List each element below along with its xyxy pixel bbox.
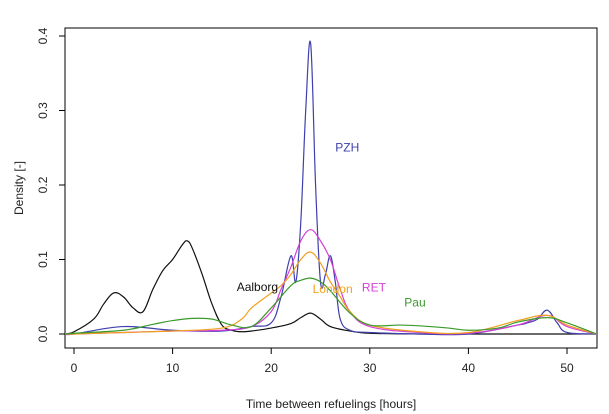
plot-frame bbox=[64, 27, 598, 349]
x-axis: 0 10 20 30 40 50 bbox=[71, 347, 574, 375]
x-tick-label: 0 bbox=[71, 361, 78, 375]
x-axis-title: Time between refuelings [hours] bbox=[246, 397, 416, 411]
y-tick-label: 0.3 bbox=[36, 102, 50, 119]
y-tick-label: 0.4 bbox=[36, 27, 50, 44]
series-label-london: London bbox=[313, 282, 353, 296]
y-tick-label: 0.1 bbox=[36, 251, 50, 268]
series-layer bbox=[66, 40, 596, 336]
x-tick-label: 40 bbox=[462, 361, 476, 375]
x-tick-label: 20 bbox=[265, 361, 279, 375]
x-tick-label: 30 bbox=[363, 361, 377, 375]
y-axis: 0.0 0.1 0.2 0.3 0.4 bbox=[36, 27, 66, 342]
annotation-layer: PZH Aalborg London RET Pau bbox=[237, 140, 426, 309]
x-tick-label: 10 bbox=[166, 361, 180, 375]
series-label-pau: Pau bbox=[404, 295, 425, 309]
x-tick-label: 50 bbox=[560, 361, 574, 375]
series-label-aalborg: Aalborg bbox=[237, 280, 278, 294]
series-line-pau bbox=[66, 277, 596, 335]
y-axis-title: Density [-] bbox=[12, 161, 26, 215]
series-label-pzh: PZH bbox=[335, 140, 359, 154]
series-label-ret: RET bbox=[362, 281, 387, 295]
series-line-ret bbox=[66, 229, 596, 335]
y-tick-label: 0.0 bbox=[36, 325, 50, 342]
y-tick-label: 0.2 bbox=[36, 176, 50, 193]
